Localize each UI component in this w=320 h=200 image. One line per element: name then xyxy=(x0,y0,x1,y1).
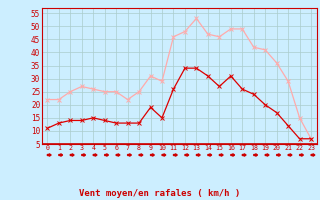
Text: Vent moyen/en rafales ( km/h ): Vent moyen/en rafales ( km/h ) xyxy=(79,189,241,198)
